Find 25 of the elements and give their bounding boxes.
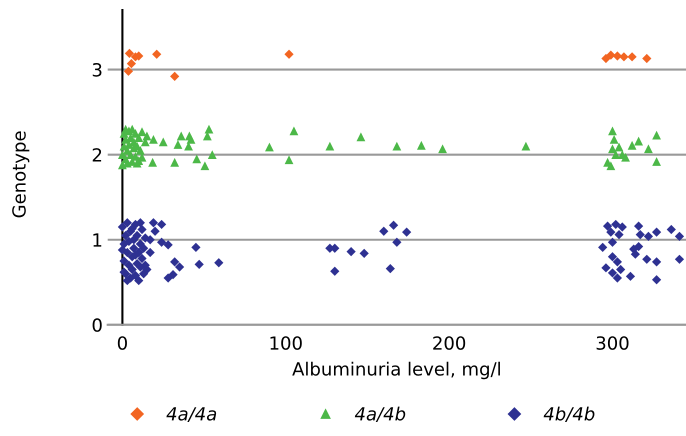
point <box>152 50 162 59</box>
point <box>284 50 294 59</box>
y-tick-label: 2 <box>92 148 102 162</box>
point <box>170 72 180 81</box>
point <box>642 54 652 64</box>
legend-label: 4b/4b <box>544 406 594 422</box>
x-tick-label: 100 <box>270 336 302 350</box>
y-tick-label: 1 <box>93 233 102 247</box>
y-tick-label: 0 <box>92 318 102 332</box>
x-tick-label: 200 <box>433 336 466 350</box>
point <box>124 66 134 76</box>
x-axis-title: Albuminuria level, mg/l <box>292 362 500 380</box>
x-tick-label: 0 <box>118 336 127 350</box>
legend-label: 4a/4b <box>354 406 406 422</box>
y-axis-title: Genotype <box>12 131 30 218</box>
point <box>606 50 616 60</box>
y-tick-label: 3 <box>92 63 102 77</box>
point <box>612 51 622 61</box>
point <box>619 52 629 62</box>
legend-label: 4a/4a <box>166 407 216 422</box>
point <box>126 59 136 68</box>
point <box>601 54 611 64</box>
point <box>124 48 134 58</box>
x-tick-label: 300 <box>596 336 629 350</box>
point <box>627 52 637 62</box>
